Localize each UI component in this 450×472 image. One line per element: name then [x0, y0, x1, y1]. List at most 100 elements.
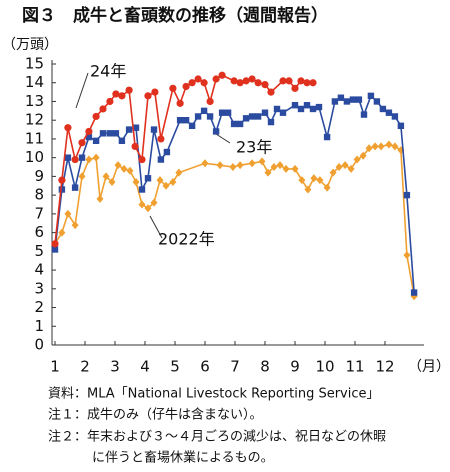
- point: [355, 96, 363, 103]
- note: 注１：成牛のみ（仔牛は含まない）。: [48, 407, 263, 423]
- point: [201, 159, 209, 168]
- point: [126, 166, 134, 175]
- point: [298, 176, 306, 185]
- y-tick-label: 12: [25, 111, 44, 129]
- point: [92, 153, 100, 162]
- point: [273, 105, 281, 113]
- y-tick-label: 5: [34, 242, 44, 260]
- point: [78, 154, 86, 161]
- y-tick-label: 11: [25, 129, 44, 147]
- point: [270, 163, 278, 172]
- point: [297, 105, 305, 113]
- point: [151, 88, 159, 96]
- point: [176, 99, 184, 107]
- point: [367, 92, 375, 100]
- point: [112, 130, 120, 137]
- point: [391, 113, 399, 120]
- point: [242, 115, 250, 122]
- point: [323, 133, 331, 141]
- point: [329, 168, 337, 177]
- point: [365, 144, 373, 153]
- y-tick-label: 8: [34, 186, 44, 204]
- point: [230, 77, 238, 85]
- point: [343, 98, 351, 105]
- point: [188, 79, 196, 87]
- point: [150, 198, 158, 207]
- point: [360, 111, 368, 118]
- point: [169, 84, 177, 92]
- y-tick-label: 3: [34, 279, 44, 297]
- x-tick-label: 3: [110, 358, 120, 376]
- point: [236, 120, 244, 128]
- point: [182, 82, 190, 91]
- point: [377, 142, 385, 151]
- point: [92, 112, 100, 121]
- x-tick-label: 11: [345, 358, 364, 376]
- point: [279, 77, 287, 85]
- point: [297, 77, 305, 85]
- point: [114, 161, 122, 170]
- y-tick-label: 4: [34, 261, 44, 279]
- point: [194, 113, 202, 120]
- point: [261, 109, 269, 116]
- point: [131, 142, 139, 151]
- point: [303, 79, 311, 87]
- point: [64, 154, 72, 161]
- point: [331, 98, 339, 105]
- y-tick-label: 10: [25, 148, 44, 166]
- point: [58, 176, 66, 184]
- point: [125, 126, 133, 133]
- point: [310, 174, 318, 183]
- point: [391, 142, 399, 151]
- point: [337, 94, 345, 101]
- point: [341, 161, 349, 170]
- point: [323, 183, 331, 192]
- x-tick-label: 4: [140, 358, 150, 376]
- leader-line: [215, 133, 231, 144]
- y-tick-label: 0: [34, 336, 44, 354]
- point: [236, 79, 244, 87]
- point: [162, 181, 170, 190]
- x-axis-label: （月）: [408, 359, 450, 375]
- point: [258, 157, 266, 166]
- point: [64, 209, 72, 218]
- point: [385, 140, 393, 149]
- point: [353, 155, 361, 164]
- point: [112, 90, 120, 98]
- point: [282, 164, 290, 173]
- x-tick-label: 6: [200, 358, 210, 376]
- point: [315, 103, 323, 111]
- series-label: 2022年: [158, 230, 215, 249]
- x-tick-label: 7: [230, 358, 240, 376]
- point: [51, 246, 59, 253]
- note: に伴うと畜場休業によるもの。: [92, 450, 274, 466]
- point: [291, 164, 299, 173]
- series-label: 23年: [236, 138, 272, 157]
- point: [85, 133, 93, 141]
- series-line: [54, 74, 313, 244]
- point: [71, 221, 79, 230]
- point: [385, 109, 393, 116]
- x-tick-label: 12: [375, 358, 394, 376]
- point: [85, 127, 93, 136]
- point: [316, 176, 324, 185]
- point: [102, 172, 110, 181]
- point: [99, 130, 107, 137]
- point: [64, 124, 72, 132]
- y-tick-label: 13: [25, 92, 44, 110]
- series-label: 24年: [90, 62, 126, 81]
- point: [218, 109, 226, 116]
- y-tick-label: 2: [34, 298, 44, 316]
- point: [279, 109, 287, 116]
- point: [138, 186, 146, 193]
- point: [118, 92, 126, 100]
- y-tick-label: 14: [25, 73, 44, 91]
- point: [144, 204, 152, 213]
- leader-line: [149, 215, 163, 239]
- point: [169, 178, 177, 187]
- x-tick-label: 2: [80, 358, 90, 376]
- point: [216, 161, 224, 170]
- point: [206, 97, 214, 106]
- point: [309, 79, 317, 87]
